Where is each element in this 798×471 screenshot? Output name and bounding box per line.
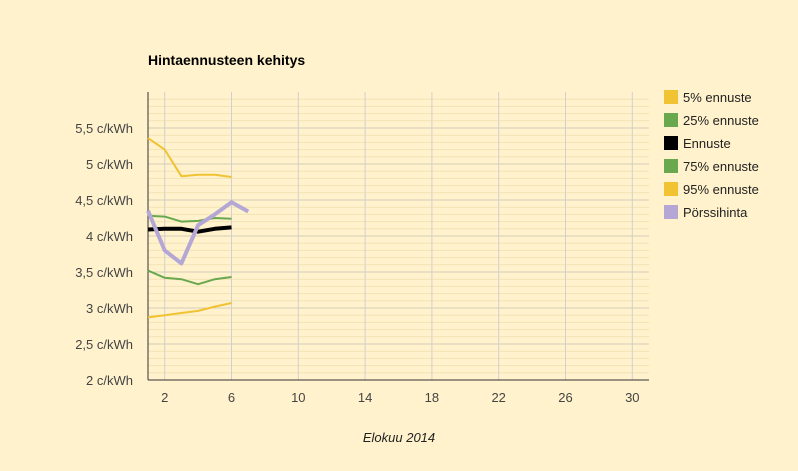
legend: 5% ennuste 25% ennuste Ennuste 75% ennuste 9… [664,90,759,220]
y-tick-label: 5,5 c/kWh [75,121,133,136]
series-line [147,214,232,223]
legend-swatch [664,136,678,150]
x-tick-label: 2 [161,390,168,405]
legend-swatch [664,205,678,219]
legend-label: 75% ennuste [683,159,759,174]
axes [147,92,649,381]
y-tick-label: 2,5 c/kWh [75,337,133,352]
chart-title: Hintaennusteen kehitys [148,52,305,68]
x-tick-label: 14 [358,390,372,405]
series-line [146,200,250,266]
legend-label: 5% ennuste [683,90,752,105]
legend-label: 25% ennuste [683,113,759,128]
series-line [147,269,232,286]
legend-swatch [664,113,678,127]
y-tick-label: 3 c/kWh [86,301,133,316]
x-tick-label: 26 [558,390,572,405]
y-tick-label: 4 c/kWh [86,229,133,244]
y-tick-label: 3,5 c/kWh [75,265,133,280]
x-tick-label: 6 [228,390,235,405]
y-tick-label: 5 c/kWh [86,157,133,172]
series-line [147,302,232,319]
series-line [147,225,232,234]
legend-swatch [664,90,678,104]
legend-swatch [664,182,678,196]
x-tick-label: 30 [625,390,639,405]
x-tick-label: 22 [491,390,505,405]
tick-labels: 2 c/kWh 2,5 c/kWh 3 c/kWh 3,5 c/kWh 4 c/kWh 4… [75,121,639,405]
legend-swatch [664,159,678,173]
series-lines [146,137,250,319]
legend-label: Pörssihinta [683,205,748,220]
grid [148,92,649,381]
x-axis-label: Elokuu 2014 [363,430,435,445]
series-line [147,137,232,178]
legend-label: 95% ennuste [683,182,759,197]
y-tick-label: 2 c/kWh [86,373,133,388]
x-tick-label: 18 [425,390,439,405]
y-tick-label: 4,5 c/kWh [75,193,133,208]
x-tick-label: 10 [291,390,305,405]
legend-label: Ennuste [683,136,731,151]
